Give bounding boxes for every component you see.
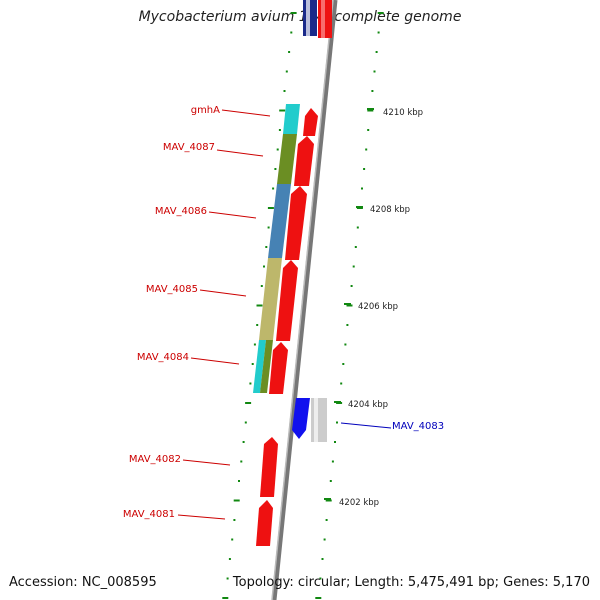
- tick-mark: [267, 207, 274, 209]
- tick-mark: [238, 480, 240, 482]
- tick-mark: [244, 421, 247, 424]
- tick-mark: [222, 597, 229, 599]
- tick-mark: [323, 538, 326, 541]
- domain-track: [253, 104, 300, 393]
- gene-label-MAV_4085[interactable]: MAV_4085: [146, 284, 198, 295]
- gene-arrow-MAV_4086: [285, 186, 307, 260]
- tick-mark: [260, 285, 263, 287]
- tick-mark: [361, 187, 363, 190]
- gene-label-gmhA[interactable]: gmhA: [191, 105, 220, 116]
- tick-mark: [251, 363, 254, 365]
- tick-mark: [354, 246, 357, 248]
- tick-mark: [350, 285, 353, 287]
- tick-mark: [283, 90, 286, 92]
- gene-arrow-MAV_4087: [294, 136, 314, 186]
- tick-mark: [240, 460, 243, 463]
- tick-mark: [325, 499, 332, 502]
- tick-mark: [233, 519, 236, 521]
- tick-mark: [290, 12, 297, 14]
- reverse-arrow-MAV_4083: [292, 398, 310, 439]
- tick-mark: [365, 148, 368, 151]
- tick-mark: [340, 382, 343, 385]
- gene-label-MAV_4081[interactable]: MAV_4081: [123, 509, 175, 520]
- tick-mark: [253, 343, 256, 346]
- tick-mark: [245, 402, 252, 404]
- tick-mark: [276, 148, 279, 151]
- reverse-block-MAV_4083: [311, 398, 327, 442]
- gene-label-MAV_4087[interactable]: MAV_4087: [163, 142, 215, 153]
- tick-mark: [233, 499, 240, 502]
- forward-gene-arrows: [256, 108, 318, 546]
- tick-mark: [265, 246, 268, 248]
- tick-mark: [242, 441, 245, 443]
- tick-mark: [367, 109, 374, 112]
- genome-backbone-highlight: [271, 0, 334, 600]
- tick-mark: [288, 51, 291, 53]
- domain-block-gmhA: [283, 104, 300, 134]
- tick-mark: [334, 441, 336, 443]
- gene-label-MAV_4082[interactable]: MAV_4082: [129, 454, 181, 465]
- tick-mark: [274, 168, 277, 170]
- gene-label-MAV_4086[interactable]: MAV_4086: [155, 206, 207, 217]
- tick-mark: [278, 129, 281, 131]
- gene-label-MAV_4084[interactable]: MAV_4084: [137, 352, 189, 363]
- domain-block-MAV_4085: [259, 258, 282, 340]
- domain-block-MAV_4087: [277, 134, 297, 184]
- tick-mark: [363, 168, 366, 170]
- tick-mark: [228, 558, 231, 560]
- tick-mark: [226, 577, 229, 580]
- gene-arrow-MAV_4084: [269, 342, 288, 394]
- gene-label-MAV_4083[interactable]: MAV_4083: [392, 421, 444, 432]
- domain-block-MAV_4084-b: [260, 340, 273, 393]
- tick-mark: [336, 421, 338, 424]
- tick-mark: [346, 324, 349, 326]
- accession-text: Accession: NC_008595: [9, 575, 157, 590]
- tick-mark: [315, 597, 322, 599]
- tick-mark: [329, 480, 332, 482]
- gene-arrow-MAV_4085: [276, 260, 298, 341]
- clipped-gene-top: [303, 0, 332, 38]
- tick-mark: [290, 31, 293, 34]
- genome-backbone: [271, 0, 338, 600]
- tick-mark: [256, 324, 259, 326]
- tick-mark: [342, 363, 345, 365]
- tick-mark: [263, 265, 265, 268]
- label-leaders: [177, 109, 392, 520]
- tick-mark: [373, 70, 376, 73]
- scale-label-4210: 4210 kbp: [383, 108, 423, 118]
- tick-mark: [256, 304, 263, 307]
- gene-arrow-gmhA: [303, 108, 318, 136]
- gene-arrow-MAV_4082: [260, 437, 278, 497]
- domain-block-MAV_4084-a: [253, 340, 266, 393]
- tick-mark: [285, 70, 288, 73]
- gene-arrow-MAV_4081: [256, 500, 273, 546]
- tick-mark: [371, 90, 374, 92]
- tick-mark: [367, 129, 370, 131]
- scale-label-4204: 4204 kbp: [348, 400, 388, 410]
- scale-label-4206: 4206 kbp: [358, 302, 398, 312]
- inner-tick-ring: [222, 12, 297, 599]
- tick-mark: [279, 109, 286, 112]
- tick-mark: [272, 187, 275, 190]
- tick-mark: [325, 519, 328, 521]
- tick-mark: [249, 382, 252, 385]
- tick-mark: [346, 304, 353, 307]
- tick-mark: [352, 265, 355, 268]
- tick-mark: [377, 31, 380, 34]
- tick-mark: [267, 226, 270, 229]
- tick-mark: [321, 558, 324, 560]
- domain-block-MAV_4086: [268, 184, 291, 258]
- tick-mark: [331, 460, 334, 463]
- reverse-gene-MAV_4083: [292, 398, 327, 442]
- tick-mark: [377, 12, 384, 14]
- tick-mark: [344, 343, 347, 346]
- tick-mark: [356, 226, 359, 229]
- tick-mark: [375, 51, 378, 53]
- scale-label-4202: 4202 kbp: [339, 498, 379, 508]
- tick-mark: [231, 538, 234, 541]
- tick-mark: [319, 577, 322, 580]
- scale-label-4208: 4208 kbp: [370, 205, 410, 215]
- genome-summary-text: Topology: circular; Length: 5,475,491 bp…: [232, 575, 590, 590]
